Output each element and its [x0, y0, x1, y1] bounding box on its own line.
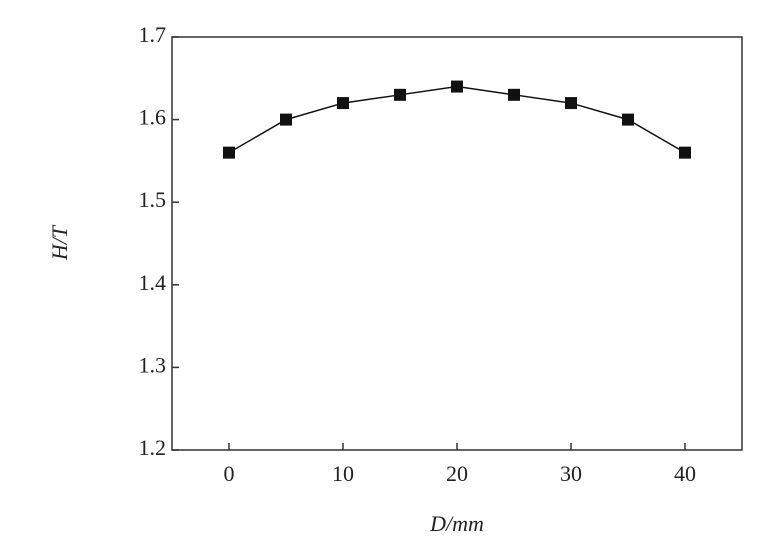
y-tick-label: 1.3	[139, 352, 167, 377]
plot-frame	[171, 36, 743, 451]
data-point	[280, 113, 292, 126]
data-point	[565, 97, 577, 110]
y-tick-label: 1.2	[139, 435, 167, 460]
x-tick-label: 40	[674, 461, 696, 486]
x-tick-label: 0	[224, 461, 235, 486]
x-axis-label: D/mm	[429, 511, 484, 536]
data-point	[394, 88, 406, 101]
data-point	[508, 88, 520, 101]
data-point	[679, 146, 691, 159]
data-point	[451, 80, 463, 93]
data-point	[622, 113, 634, 126]
data-point	[337, 97, 349, 110]
x-tick-label: 30	[560, 461, 582, 486]
y-tick-label: 1.7	[139, 22, 167, 47]
y-tick-label: 1.4	[139, 270, 167, 295]
y-tick-label: 1.6	[139, 105, 167, 130]
x-tick-label: 20	[446, 461, 468, 486]
data-line	[228, 85, 686, 154]
x-tick-label: 10	[332, 461, 354, 486]
y-tick-label: 1.5	[139, 187, 167, 212]
data-point	[223, 146, 235, 159]
y-axis-label: H/T	[47, 224, 72, 261]
